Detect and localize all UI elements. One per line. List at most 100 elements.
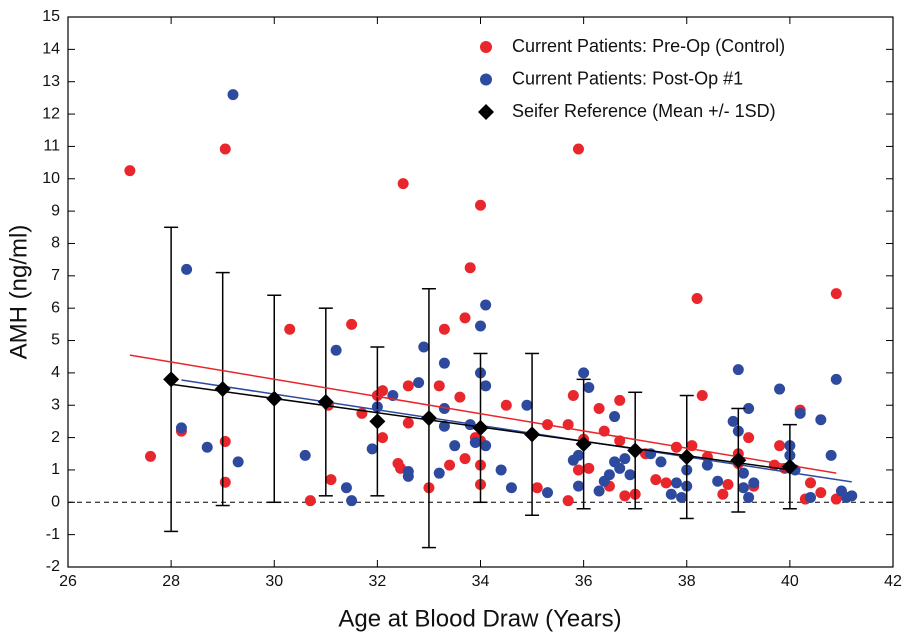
mean-marker [317,394,334,410]
data-point [145,450,156,462]
data-point [175,422,187,434]
y-tick-label: 0 [51,494,60,511]
data-point [531,482,543,494]
mean-marker [781,458,798,475]
data-point [227,89,239,101]
data-point [475,320,486,332]
data-point [219,476,231,488]
y-tick-label: 5 [51,332,60,349]
data-point [722,479,734,490]
data-point [284,323,296,335]
data-point [676,491,688,503]
data-point [304,495,316,507]
y-tick-label: 14 [42,41,60,58]
data-point [603,469,615,481]
y-tick-label: 7 [51,267,60,284]
data-point [748,477,760,489]
data-point [655,456,667,468]
data-point [737,467,749,479]
data-point [325,474,337,486]
data-point [181,263,193,275]
data-point [619,490,631,502]
legend-label: Seifer Reference (Mean +/- 1SD) [512,101,776,121]
data-point [449,440,461,452]
data-point [717,488,729,500]
data-point [712,475,724,487]
data-point [805,477,816,489]
data-point [572,480,584,492]
x-tick-label: 28 [162,573,180,590]
x-tick-label: 42 [884,573,902,590]
data-point [815,414,827,426]
y-tick-label: 13 [42,73,60,90]
legend-label: Current Patients: Post-Op #1 [512,68,743,88]
x-tick-label: 26 [59,573,77,590]
data-point [444,459,456,471]
mean-marker [627,442,644,459]
legend-marker [478,104,494,120]
mean-marker [163,371,180,388]
mean-marker [472,419,489,436]
data-point [340,482,352,494]
y-tick-label: 15 [42,8,60,25]
y-tick-label: 8 [51,235,60,252]
y-tick-label: 3 [51,396,60,413]
data-point [701,459,713,471]
data-point [438,323,450,335]
data-point [572,464,584,476]
data-point [825,449,837,461]
data-point [670,441,682,453]
mean-marker [524,426,541,443]
data-point [438,420,450,432]
data-point [454,391,466,403]
data-point [583,462,595,474]
data-point [830,288,842,300]
data-point [366,443,378,455]
data-point [727,415,739,427]
data-point [413,377,425,389]
data-point [830,493,842,505]
data-point [480,440,492,452]
data-point [397,178,409,190]
y-tick-label: 12 [42,105,60,122]
x-tick-label: 36 [575,573,593,590]
mean-marker [369,413,386,430]
legend-marker [480,73,492,86]
data-point [609,411,621,423]
trend-line [181,379,852,483]
data-point [433,467,445,479]
data-point [464,262,476,274]
mean-marker [420,410,437,427]
x-tick-label: 30 [265,573,283,590]
mean-marker [575,436,592,453]
y-tick-label: -2 [46,558,60,575]
data-point [774,440,786,452]
data-point [438,357,450,369]
y-axis-title: AMH (ng/ml) [5,225,32,360]
legend-label: Current Patients: Pre-Op (Control) [512,36,785,56]
data-point [330,344,342,356]
data-point [346,495,358,507]
data-point [480,380,492,392]
data-point [650,474,662,486]
data-point [732,364,744,376]
data-point [815,487,827,499]
data-point [743,491,755,503]
data-point [562,495,574,507]
data-point [433,380,445,392]
y-tick-label: 2 [51,429,60,446]
data-point [665,488,677,500]
y-tick-label: -1 [46,526,60,543]
y-tick-label: 4 [51,364,60,381]
x-tick-label: 40 [781,573,799,590]
data-point [219,143,231,155]
data-point [299,449,311,461]
data-point [846,490,858,502]
data-point [805,491,816,503]
data-point [201,441,213,453]
data-point [774,383,786,395]
data-point [794,407,806,419]
y-tick-label: 6 [51,299,60,316]
data-point [743,432,755,444]
